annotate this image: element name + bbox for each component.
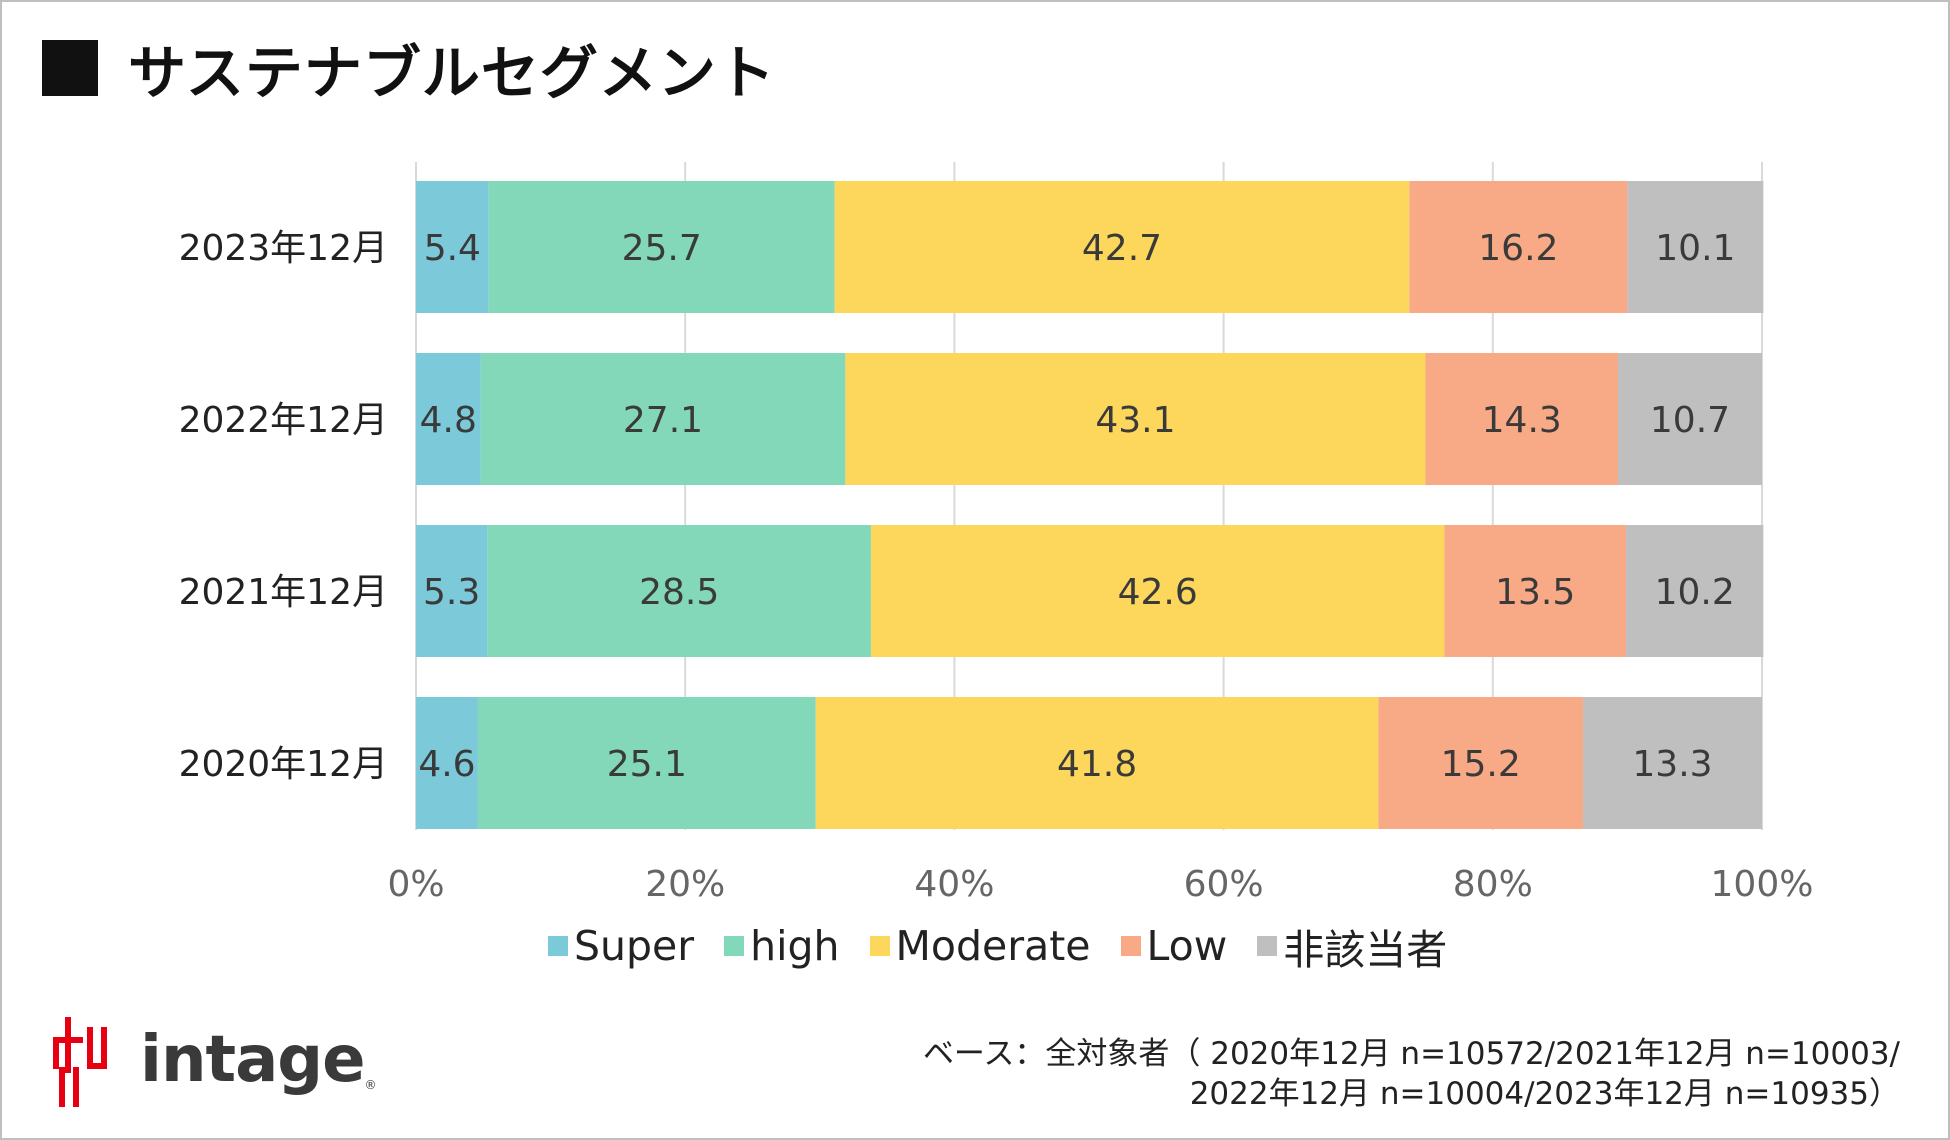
logo-wordmark: intage	[140, 1023, 365, 1097]
bar-segment	[845, 353, 1426, 485]
data-label: 10.7	[1650, 400, 1730, 441]
legend-item: Moderate	[869, 922, 1091, 970]
bar-segment	[870, 525, 1445, 657]
data-label: 5.3	[423, 572, 480, 613]
bar-segment	[477, 697, 816, 829]
legend-item: high	[724, 922, 840, 970]
data-label: 14.3	[1482, 400, 1562, 441]
x-tick-label: 40%	[914, 864, 994, 900]
data-label: 43.1	[1095, 400, 1175, 441]
bar-segment	[1582, 697, 1762, 829]
bar-segment	[480, 353, 846, 485]
legend-swatch	[724, 936, 745, 956]
data-label: 4.6	[418, 744, 475, 785]
x-tick-label: 80%	[1453, 864, 1533, 900]
data-label: 25.7	[622, 228, 702, 269]
stacked-bar-chart: 5.4 25.7 42.7 16.2 10.1 4.8 27.1 43.1 14.3 10.7 5.…	[179, 162, 1813, 900]
data-label: 15.2	[1441, 744, 1521, 785]
intage-figure-icon	[53, 1017, 107, 1107]
data-label: 5.4	[424, 228, 481, 269]
data-label: 25.1	[607, 744, 687, 785]
data-label: 27.1	[623, 400, 703, 441]
category-label: 2022年12月	[179, 400, 388, 441]
legend-item: Low	[1120, 922, 1228, 970]
bar-segment	[834, 181, 1410, 313]
legend-label: Low	[1146, 922, 1228, 970]
logo-registered-mark: ®	[364, 1078, 377, 1092]
bar-segment	[416, 353, 481, 485]
bar-segment	[488, 181, 835, 313]
bar-segment	[1409, 181, 1628, 313]
bar-segment	[1378, 697, 1583, 829]
category-label: 2020年12月	[179, 744, 388, 785]
intage-logo: intage ®	[52, 1012, 377, 1108]
x-tick-label: 20%	[645, 864, 725, 900]
data-label: 16.2	[1478, 228, 1558, 269]
bar-segment	[416, 525, 488, 657]
legend-label: Moderate	[895, 922, 1091, 970]
bar-segment	[1444, 525, 1627, 657]
x-tick-label: 100%	[1711, 864, 1814, 900]
bar-segment	[1617, 353, 1762, 485]
data-label: 28.5	[639, 572, 719, 613]
bars: 5.4 25.7 42.7 16.2 10.1 4.8 27.1 43.1 14.3 10.7 5.…	[416, 181, 1764, 829]
x-tick-label: 60%	[1184, 864, 1264, 900]
bar-segment	[1626, 525, 1764, 657]
bar-segment	[487, 525, 871, 657]
x-axis-ticks: 0% 20% 40% 60% 80% 100%	[387, 864, 1813, 900]
title-square-icon	[42, 40, 98, 96]
data-label: 13.3	[1632, 744, 1712, 785]
chart-title: サステナブルセグメント	[128, 39, 776, 107]
data-label: 10.1	[1655, 228, 1735, 269]
legend-swatch	[869, 936, 890, 956]
category-label: 2021年12月	[179, 572, 388, 613]
data-label: 42.7	[1082, 228, 1162, 269]
legend-item: Super	[548, 922, 694, 970]
bar-segment	[1425, 353, 1618, 485]
title-row: サステナブルセグメント	[42, 28, 776, 108]
data-label: 13.5	[1495, 572, 1575, 613]
bar-segment	[416, 697, 478, 829]
base-footnote: ベース：全対象者（ 2020年12月 n=10572/2021年12月 n=10…	[923, 1034, 1900, 1114]
legend-label: 非該当者	[1283, 926, 1448, 974]
legend-label: high	[750, 922, 840, 970]
bar-segment	[416, 181, 489, 313]
category-labels: 2023年12月 2022年12月 2021年12月 2020年12月	[179, 228, 388, 785]
bar-segment	[815, 697, 1379, 829]
data-label: 10.2	[1655, 572, 1735, 613]
legend-swatch	[1257, 936, 1278, 956]
data-label: 4.8	[420, 400, 477, 441]
category-label: 2023年12月	[179, 228, 388, 269]
data-label: 41.8	[1057, 744, 1137, 785]
footnote-line-2: 2022年12月 n=10004/2023年12月 n=10935）	[1189, 1076, 1900, 1112]
legend: Super high Moderate Low 非該当者	[548, 916, 1477, 976]
legend-swatch	[548, 936, 568, 956]
bar-segment	[1627, 181, 1764, 313]
footnote-line-1: ベース：全対象者（ 2020年12月 n=10572/2021年12月 n=10…	[922, 1036, 1900, 1072]
data-label: 42.6	[1118, 572, 1198, 613]
legend-swatch	[1120, 936, 1141, 956]
legend-item: 非該当者	[1257, 916, 1447, 976]
legend-label: Super	[574, 922, 695, 970]
x-tick-label: 0%	[387, 864, 444, 900]
